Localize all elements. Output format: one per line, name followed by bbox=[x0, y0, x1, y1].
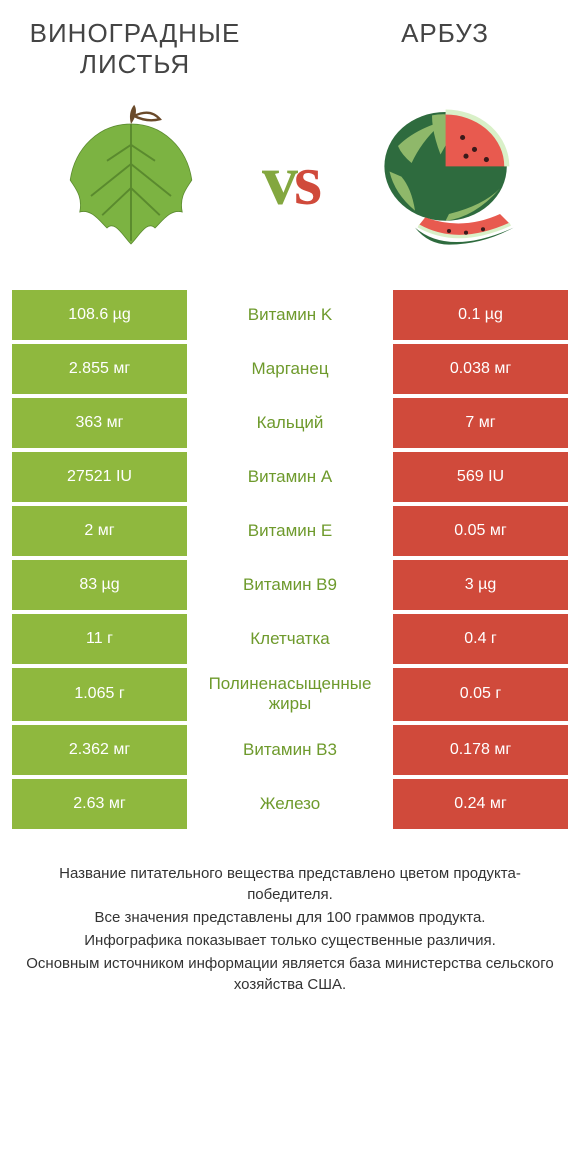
right-value-cell: 0.05 мг bbox=[393, 506, 568, 556]
table-row: 27521 IUВитамин A569 IU bbox=[12, 452, 568, 502]
left-value-cell: 2 мг bbox=[12, 506, 187, 556]
nutrient-label: Полиненасыщенные жиры bbox=[187, 668, 393, 721]
comparison-table: 108.6 µgВитамин K0.1 µg2.855 мгМарганец0… bbox=[0, 290, 580, 829]
right-value-cell: 7 мг bbox=[393, 398, 568, 448]
right-value-cell: 0.05 г bbox=[393, 668, 568, 721]
nutrient-label: Витамин E bbox=[187, 506, 393, 556]
footer-line: Название питательного вещества представл… bbox=[20, 863, 560, 905]
grape-leaf-icon bbox=[51, 100, 211, 260]
table-row: 2.362 мгВитамин B30.178 мг bbox=[12, 725, 568, 775]
right-value-cell: 3 µg bbox=[393, 560, 568, 610]
watermelon-icon bbox=[364, 95, 534, 265]
right-value-cell: 0.178 мг bbox=[393, 725, 568, 775]
right-value-cell: 569 IU bbox=[393, 452, 568, 502]
left-value-cell: 1.065 г bbox=[12, 668, 187, 721]
right-value-cell: 0.24 мг bbox=[393, 779, 568, 829]
table-row: 11 гКлетчатка0.4 г bbox=[12, 614, 568, 664]
footer-line: Основным источником информации является … bbox=[20, 953, 560, 995]
nutrient-label: Марганец bbox=[187, 344, 393, 394]
left-value-cell: 2.362 мг bbox=[12, 725, 187, 775]
nutrient-label: Витамин B9 bbox=[187, 560, 393, 610]
images-row: vs bbox=[0, 80, 580, 290]
left-value-cell: 83 µg bbox=[12, 560, 187, 610]
table-row: 2.63 мгЖелезо0.24 мг bbox=[12, 779, 568, 829]
nutrient-label: Витамин A bbox=[187, 452, 393, 502]
table-row: 1.065 гПолиненасыщенные жиры0.05 г bbox=[12, 668, 568, 721]
table-row: 108.6 µgВитамин K0.1 µg bbox=[12, 290, 568, 340]
table-row: 2.855 мгМарганец0.038 мг bbox=[12, 344, 568, 394]
left-product-title: ВИНОГРАДНЫЕ ЛИСТЬЯ bbox=[20, 18, 250, 80]
table-row: 363 мгКальций7 мг bbox=[12, 398, 568, 448]
left-value-cell: 11 г bbox=[12, 614, 187, 664]
left-value-cell: 108.6 µg bbox=[12, 290, 187, 340]
nutrient-label: Кальций bbox=[187, 398, 393, 448]
footer-line: Все значения представлены для 100 граммо… bbox=[20, 907, 560, 928]
vs-label: vs bbox=[262, 139, 318, 222]
header-titles: ВИНОГРАДНЫЕ ЛИСТЬЯ АРБУЗ bbox=[0, 0, 580, 80]
right-value-cell: 0.038 мг bbox=[393, 344, 568, 394]
right-product-title: АРБУЗ bbox=[330, 18, 560, 49]
nutrient-label: Железо bbox=[187, 779, 393, 829]
left-value-cell: 2.63 мг bbox=[12, 779, 187, 829]
nutrient-label: Витамин K bbox=[187, 290, 393, 340]
footer-line: Инфографика показывает только существенн… bbox=[20, 930, 560, 951]
table-row: 83 µgВитамин B93 µg bbox=[12, 560, 568, 610]
right-value-cell: 0.4 г bbox=[393, 614, 568, 664]
left-value-cell: 2.855 мг bbox=[12, 344, 187, 394]
right-value-cell: 0.1 µg bbox=[393, 290, 568, 340]
table-row: 2 мгВитамин E0.05 мг bbox=[12, 506, 568, 556]
right-product-image bbox=[359, 90, 539, 270]
nutrient-label: Витамин B3 bbox=[187, 725, 393, 775]
footer-notes: Название питательного вещества представл… bbox=[0, 833, 580, 1017]
nutrient-label: Клетчатка bbox=[187, 614, 393, 664]
left-value-cell: 363 мг bbox=[12, 398, 187, 448]
left-product-image bbox=[41, 90, 221, 270]
left-value-cell: 27521 IU bbox=[12, 452, 187, 502]
